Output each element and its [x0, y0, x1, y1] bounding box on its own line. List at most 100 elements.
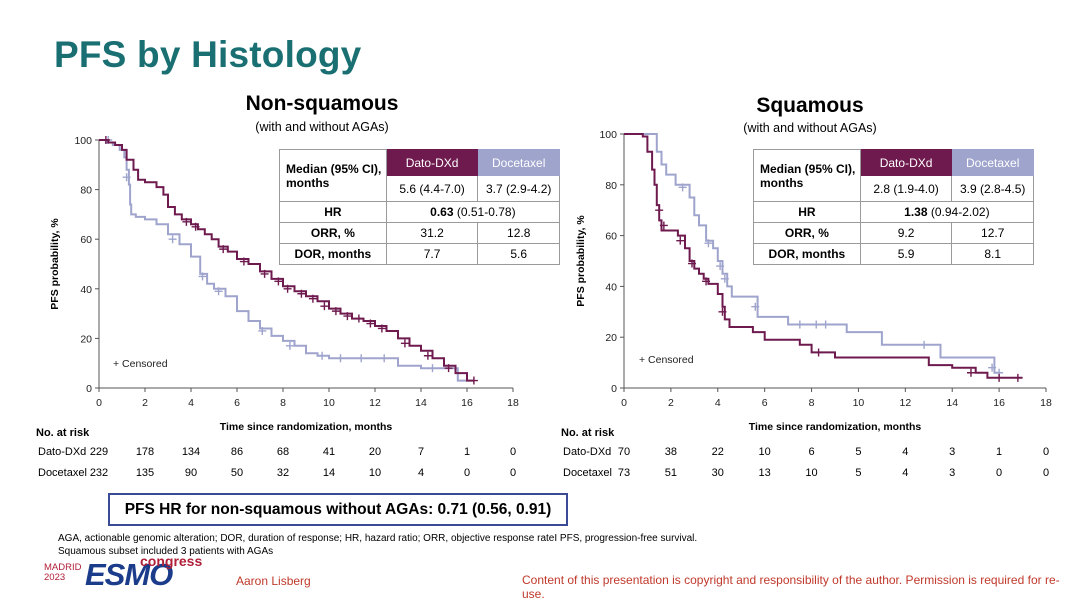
censor-mark-dato-dxd — [1013, 373, 1022, 382]
x-tick-label: 8 — [809, 397, 815, 409]
risk-count-doce: 14 — [322, 467, 336, 479]
x-tick-label: 12 — [899, 397, 911, 409]
risk-count-dato: 70 — [617, 446, 631, 458]
censor-mark-docetaxel — [716, 262, 725, 271]
censor-mark-docetaxel — [428, 364, 437, 373]
censor-mark-docetaxel — [318, 351, 327, 360]
y-tick-label: 80 — [605, 180, 617, 192]
risk-count-doce: 0 — [1042, 467, 1050, 479]
km-chart-nonsquamous: 0 20 40 60 80 100 0 2 4 6 8 10 12 14 16 18 Time since ra… — [49, 135, 519, 433]
censor-mark-dato-dxd — [343, 312, 352, 321]
x-tick-label: 8 — [280, 397, 286, 409]
risk-count-dato: 4 — [902, 446, 909, 458]
censor-mark-docetaxel — [795, 320, 804, 329]
risk-label-dato: Dato-DXd — [563, 446, 612, 458]
censor-mark-dato-dxd — [702, 277, 711, 286]
x-tick-label: 2 — [668, 397, 674, 409]
censor-mark-docetaxel — [920, 340, 929, 349]
risk-count-doce: 50 — [230, 467, 244, 479]
risk-count-doce: 51 — [664, 467, 677, 479]
censor-mark-dato-dxd — [676, 236, 685, 245]
censor-mark-dato-dxd — [331, 307, 340, 316]
risk-count-doce: 30 — [711, 467, 724, 479]
dor-dato: 5.9 — [859, 243, 953, 265]
risk-count-dato: 229 — [89, 446, 109, 458]
risk-count-dato: 1 — [996, 446, 1003, 458]
censor-mark-docetaxel — [198, 272, 207, 281]
author-name: Aaron Lisberg — [236, 574, 311, 588]
y-axis-label: PFS probability, % — [49, 218, 61, 310]
risk-count-doce: 135 — [135, 467, 155, 479]
censor-mark-dato-dxd — [659, 221, 668, 230]
risk-count-dato: 7 — [417, 446, 425, 458]
col-header-doce: Docetaxel — [477, 149, 560, 176]
censor-mark-docetaxel — [258, 326, 267, 335]
x-tick-label: 18 — [507, 397, 519, 409]
censor-mark-dato-dxd — [101, 136, 110, 144]
km-curve-dato-dxd — [624, 133, 1023, 379]
x-tick-label: 16 — [461, 397, 473, 409]
risk-count-dato: 6 — [808, 446, 815, 458]
censor-mark-dato-dxd — [377, 324, 386, 333]
y-tick-label: 40 — [605, 281, 617, 293]
x-tick-label: 6 — [234, 397, 240, 409]
x-tick-label: 14 — [946, 397, 958, 409]
logo-congress: congress — [140, 553, 203, 569]
risk-count-doce: 10 — [368, 467, 382, 479]
risk-count-doce: 5 — [855, 467, 862, 479]
censor-mark-dato-dxd — [274, 277, 283, 286]
censor-mark-docetaxel — [214, 287, 223, 296]
censor-mark-dato-dxd — [718, 307, 727, 316]
y-tick-label: 60 — [605, 231, 617, 243]
col-header-doce: Docetaxel — [951, 149, 1034, 176]
risk-count-dato: 41 — [322, 446, 336, 458]
col-header-dato: Dato-DXd — [859, 149, 953, 176]
risk-header: No. at risk — [36, 427, 90, 439]
risk-count-dato: 10 — [758, 446, 771, 458]
footnote-abbreviations: AGA, actionable genomic alteration; DOR,… — [58, 533, 698, 544]
censor-mark-docetaxel — [380, 354, 389, 363]
censor-mark-dato-dxd — [444, 364, 453, 373]
x-tick-label: 2 — [142, 397, 148, 409]
x-tick-label: 6 — [762, 397, 768, 409]
censor-mark-dato-dxd — [219, 245, 228, 254]
censor-mark-docetaxel — [751, 302, 760, 311]
censor-mark-dato-dxd — [400, 339, 409, 348]
risk-count-doce: 4 — [417, 467, 425, 479]
censor-mark-docetaxel — [821, 320, 830, 329]
censor-mark-docetaxel — [168, 235, 177, 244]
x-tick-label: 14 — [415, 397, 427, 409]
x-tick-label: 4 — [715, 397, 721, 409]
median-label: Median (95% CI), months — [279, 149, 387, 202]
risk-count-dato: 1 — [463, 446, 471, 458]
hr-label: HR — [279, 201, 387, 223]
x-tick-label: 16 — [993, 397, 1005, 409]
risk-count-dato: 178 — [135, 446, 155, 458]
orr-doce: 12.7 — [951, 222, 1034, 244]
risk-count-dato: 68 — [276, 446, 290, 458]
logo-esmo: ESMO — [85, 557, 173, 592]
orr-label: ORR, % — [753, 222, 861, 244]
risk-count-doce: 0 — [463, 467, 471, 479]
y-tick-label: 60 — [80, 234, 92, 246]
risk-header: No. at risk — [561, 427, 615, 439]
x-tick-label: 4 — [188, 397, 194, 409]
risk-count-dato: 134 — [181, 446, 201, 458]
y-tick-label: 0 — [86, 383, 92, 395]
km-curve-dato-dxd — [99, 139, 474, 382]
censor-mark-dato-dxd — [814, 348, 823, 357]
y-tick-label: 20 — [605, 332, 617, 344]
risk-count-doce: 3 — [949, 467, 956, 479]
censor-mark-docetaxel — [678, 183, 687, 192]
dor-label: DOR, months — [279, 243, 387, 265]
risk-count-doce: 73 — [617, 467, 631, 479]
x-tick-label: 12 — [369, 397, 381, 409]
hr-value: 1.38 (0.94-2.02) — [859, 201, 1035, 223]
risk-count-doce: 0 — [509, 467, 517, 479]
panel-subtitle-nonsq: (with and without AGAs) — [255, 120, 389, 134]
dor-doce: 5.6 — [477, 243, 560, 265]
logo-madrid: MADRID 2023 — [44, 562, 82, 583]
footnote-squamous: Squamous subset included 3 patients with… — [58, 546, 274, 557]
risk-count-dato: 5 — [855, 446, 862, 458]
censor-mark-dato-dxd — [655, 206, 664, 215]
